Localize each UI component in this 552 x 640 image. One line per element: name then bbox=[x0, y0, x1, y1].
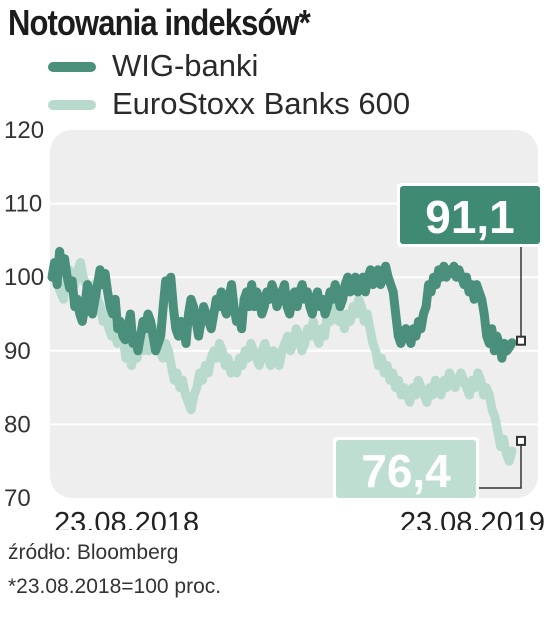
line-chart: 120 110 100 90 80 70 91,1 76,4 23.08.2018 23.08.2… bbox=[4, 117, 545, 530]
end-value-label-0: 91,1 bbox=[425, 191, 515, 243]
legend-swatch-eurostoxx-banks bbox=[48, 100, 96, 110]
y-tick-label: 120 bbox=[4, 117, 44, 144]
end-marker-1 bbox=[516, 435, 526, 446]
legend-label-wig-banki: WIG-banki bbox=[112, 48, 259, 83]
x-tick-label: 23.08.2018 bbox=[54, 507, 199, 530]
legend-label-eurostoxx-banks: EuroStoxx Banks 600 bbox=[112, 86, 411, 121]
chart-title: Notowania indeksów* bbox=[8, 2, 311, 43]
x-tick-label: 23.08.2019 bbox=[400, 507, 545, 530]
callout-leader-1 bbox=[476, 440, 522, 489]
y-tick-label: 70 bbox=[4, 485, 31, 512]
callout-box-0 bbox=[400, 186, 540, 244]
y-tick-label: 110 bbox=[4, 191, 42, 218]
y-tick-label: 100 bbox=[4, 264, 44, 291]
y-tick-label: 80 bbox=[4, 411, 31, 438]
end-marker-0 bbox=[516, 335, 526, 346]
y-tick-label: 90 bbox=[4, 338, 31, 365]
source-note: źródło: Bloomberg bbox=[8, 541, 179, 564]
callout-box-1 bbox=[336, 440, 476, 498]
end-value-label-1: 76,4 bbox=[361, 445, 451, 497]
series-line-0 bbox=[47, 246, 517, 363]
footnote: *23.08.2018=100 proc. bbox=[8, 575, 222, 598]
legend-swatch-wig-banki bbox=[48, 62, 96, 72]
